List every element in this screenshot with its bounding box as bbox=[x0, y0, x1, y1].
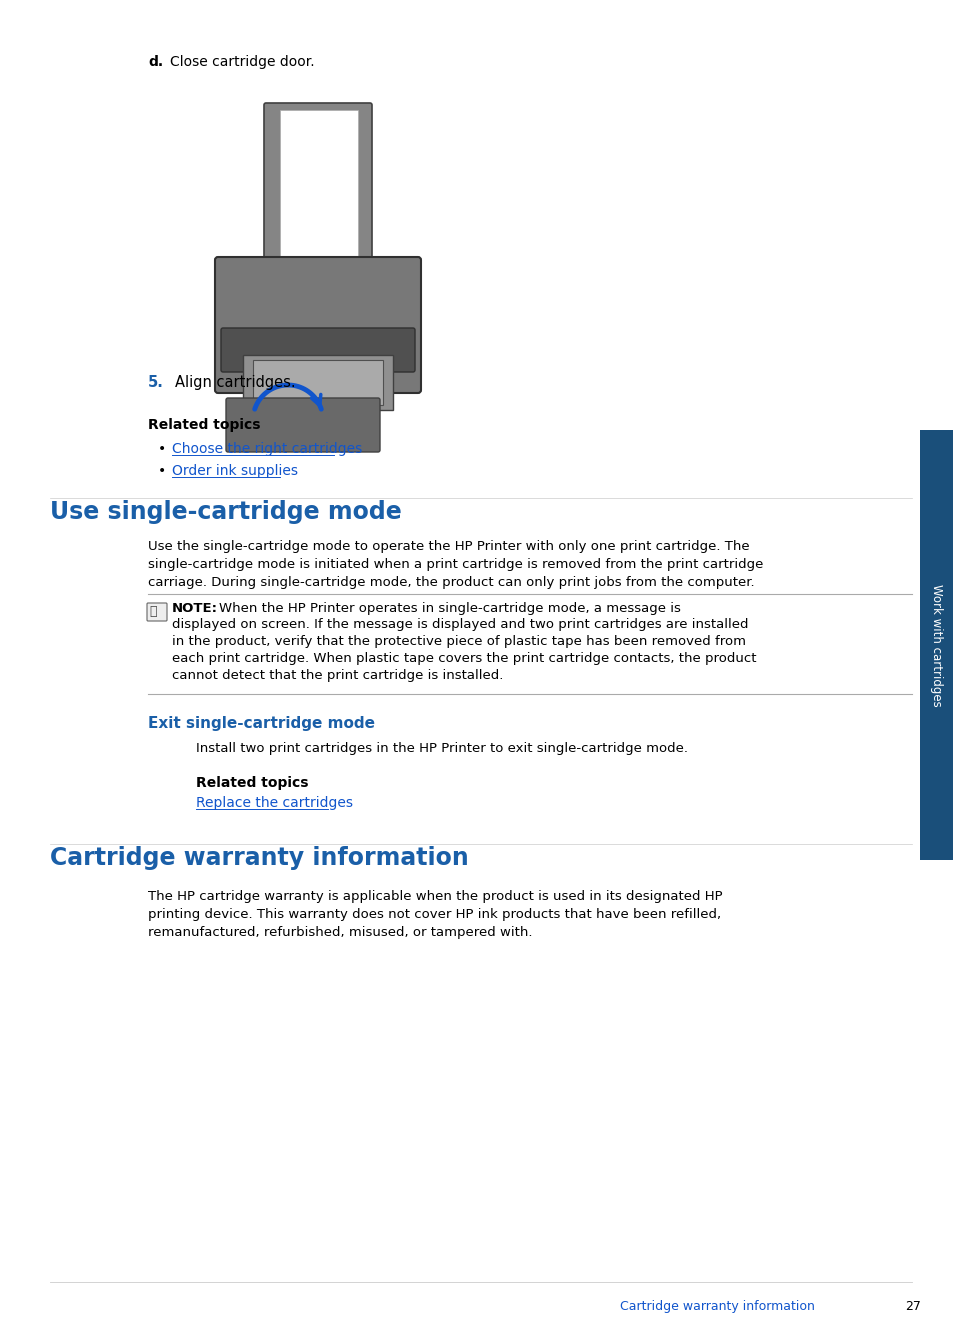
Bar bbox=[253, 361, 382, 406]
Text: cannot detect that the print cartridge is installed.: cannot detect that the print cartridge i… bbox=[172, 668, 503, 682]
Text: •: • bbox=[158, 464, 166, 478]
Text: d.: d. bbox=[148, 55, 163, 69]
Text: ⎘: ⎘ bbox=[149, 605, 156, 618]
Text: Cartridge warranty information: Cartridge warranty information bbox=[619, 1300, 814, 1313]
Text: each print cartridge. When plastic tape covers the print cartridge contacts, the: each print cartridge. When plastic tape … bbox=[172, 653, 756, 664]
Text: Choose the right cartridges: Choose the right cartridges bbox=[172, 443, 362, 456]
Text: Use the single-cartridge mode to operate the HP Printer with only one print cart: Use the single-cartridge mode to operate… bbox=[148, 540, 749, 553]
Text: Cartridge warranty information: Cartridge warranty information bbox=[50, 845, 468, 871]
Text: 27: 27 bbox=[904, 1300, 920, 1313]
FancyBboxPatch shape bbox=[264, 103, 372, 277]
Text: Close cartridge door.: Close cartridge door. bbox=[170, 55, 314, 69]
Text: 5.: 5. bbox=[148, 375, 164, 390]
Text: NOTE:: NOTE: bbox=[172, 602, 218, 616]
Bar bbox=[243, 355, 393, 410]
Bar bbox=[280, 110, 357, 269]
Text: displayed on screen. If the message is displayed and two print cartridges are in: displayed on screen. If the message is d… bbox=[172, 618, 748, 631]
Text: •: • bbox=[158, 443, 166, 456]
Text: When the HP Printer operates in single-cartridge mode, a message is: When the HP Printer operates in single-c… bbox=[219, 602, 680, 616]
Text: printing device. This warranty does not cover HP ink products that have been ref: printing device. This warranty does not … bbox=[148, 908, 720, 921]
Text: Install two print cartridges in the HP Printer to exit single-cartridge mode.: Install two print cartridges in the HP P… bbox=[195, 742, 687, 756]
FancyBboxPatch shape bbox=[226, 398, 379, 452]
Text: Work with cartridges: Work with cartridges bbox=[929, 584, 943, 707]
Text: Use single-cartridge mode: Use single-cartridge mode bbox=[50, 501, 401, 524]
Text: remanufactured, refurbished, misused, or tampered with.: remanufactured, refurbished, misused, or… bbox=[148, 926, 532, 939]
Text: The HP cartridge warranty is applicable when the product is used in its designat: The HP cartridge warranty is applicable … bbox=[148, 890, 721, 904]
Text: single-cartridge mode is initiated when a print cartridge is removed from the pr: single-cartridge mode is initiated when … bbox=[148, 557, 762, 571]
FancyBboxPatch shape bbox=[214, 258, 420, 394]
Text: in the product, verify that the protective piece of plastic tape has been remove: in the product, verify that the protecti… bbox=[172, 635, 745, 649]
Text: Replace the cartridges: Replace the cartridges bbox=[195, 797, 353, 810]
FancyBboxPatch shape bbox=[221, 328, 415, 373]
Text: Order ink supplies: Order ink supplies bbox=[172, 464, 297, 478]
Text: Exit single-cartridge mode: Exit single-cartridge mode bbox=[148, 716, 375, 731]
Text: Related topics: Related topics bbox=[148, 417, 260, 432]
Bar bbox=[919, 431, 953, 860]
FancyBboxPatch shape bbox=[147, 602, 167, 621]
Text: carriage. During single-cartridge mode, the product can only print jobs from the: carriage. During single-cartridge mode, … bbox=[148, 576, 754, 589]
Text: Align cartridges.: Align cartridges. bbox=[174, 375, 295, 390]
Text: Related topics: Related topics bbox=[195, 775, 308, 790]
